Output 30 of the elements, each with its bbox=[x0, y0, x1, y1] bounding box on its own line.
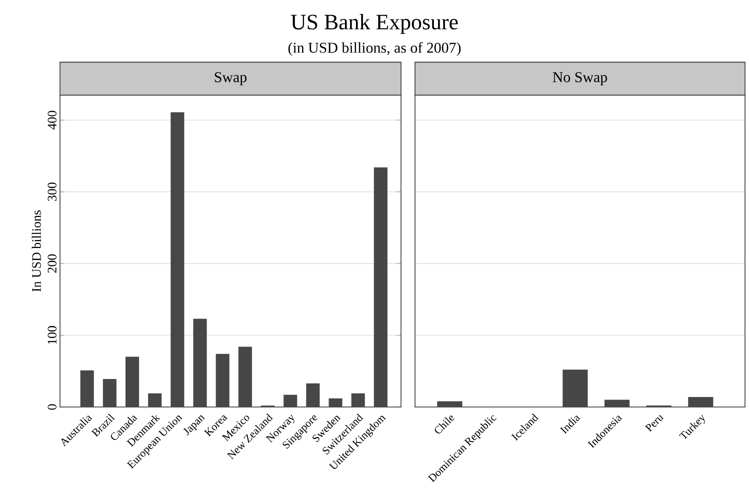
bar bbox=[688, 396, 714, 407]
bar bbox=[102, 379, 116, 407]
y-tick-label: 100 bbox=[48, 326, 56, 344]
bar bbox=[170, 112, 184, 407]
bar bbox=[126, 356, 140, 407]
bar bbox=[284, 394, 298, 407]
bar bbox=[148, 393, 162, 407]
text: (in USD billions, as of 2007) bbox=[288, 42, 461, 56]
bar bbox=[562, 370, 588, 407]
chart-title: Swap bbox=[214, 72, 247, 86]
bar bbox=[437, 401, 462, 407]
bar bbox=[328, 398, 342, 407]
y-tick-label: 0 bbox=[48, 404, 56, 410]
text: US Bank Exposure bbox=[290, 14, 458, 34]
bar bbox=[238, 346, 252, 407]
bar bbox=[374, 167, 388, 407]
bar bbox=[216, 354, 230, 407]
bar bbox=[193, 318, 207, 407]
y-tick-label: 200 bbox=[48, 254, 56, 273]
x-tick-label: Peru bbox=[644, 415, 664, 432]
chart-title: No Swap bbox=[552, 72, 608, 86]
x-tick-label: Chile bbox=[434, 416, 454, 434]
y-tick-label: 300 bbox=[48, 182, 56, 201]
y-tick-label: 400 bbox=[48, 110, 56, 130]
bar bbox=[306, 383, 320, 407]
bar bbox=[80, 370, 94, 407]
bar bbox=[351, 393, 365, 407]
x-tick-label: India bbox=[560, 416, 580, 434]
y-axis-title: In USD billions bbox=[32, 210, 41, 292]
bar bbox=[604, 400, 630, 407]
